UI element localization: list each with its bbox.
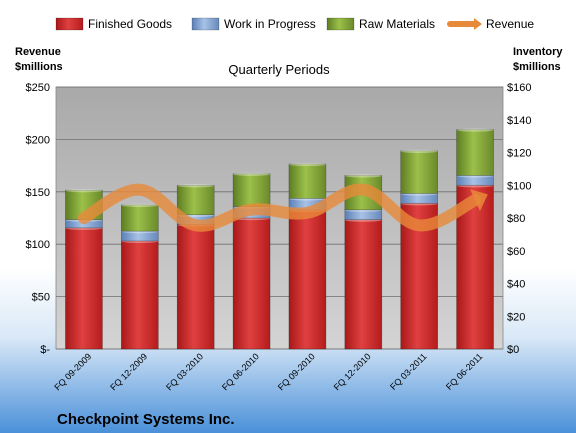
- legend-swatch-work-in-progress: [191, 17, 220, 31]
- legend: Finished Goods Work in Progress Raw Materi…: [55, 17, 534, 31]
- left-axis-title-line1: Revenue: [15, 46, 61, 58]
- right-tick-label: $80: [507, 213, 525, 225]
- bar-raw-materials: [288, 163, 327, 199]
- legend-label: Work in Progress: [224, 17, 316, 31]
- bar-finished-goods: [65, 227, 103, 350]
- left-tick-label: $50: [32, 292, 50, 304]
- right-axis-ticks: $0 $20 $40 $60 $80 $100 $120 $140 $160: [507, 82, 531, 356]
- bar-raw-materials: [232, 173, 271, 207]
- legend-swatch-finished-goods: [55, 17, 84, 31]
- bar-highlight: [177, 184, 215, 188]
- bar-highlight: [65, 189, 103, 193]
- bar-raw-materials: [456, 129, 494, 176]
- legend-label: Revenue: [486, 17, 534, 31]
- left-tick-label: $150: [26, 187, 50, 199]
- bar-highlight: [344, 174, 382, 178]
- bar-highlight: [288, 162, 326, 167]
- right-tick-label: $140: [507, 115, 531, 127]
- left-tick-label: $200: [26, 134, 50, 146]
- bar-raw-materials: [400, 150, 438, 194]
- right-tick-label: $40: [507, 279, 525, 291]
- legend-label: Finished Goods: [88, 17, 172, 31]
- right-tick-label: $160: [507, 82, 531, 94]
- revenue-line: [77, 183, 482, 232]
- right-axis-title-line2: $millions: [513, 61, 561, 73]
- bar-highlight: [233, 172, 271, 176]
- company-name: Checkpoint Systems Inc.: [57, 411, 235, 428]
- left-tick-label: $-: [40, 344, 50, 356]
- right-tick-label: $60: [507, 246, 525, 258]
- legend-arrow-revenue: [474, 18, 482, 30]
- bar-finished-goods: [176, 224, 215, 350]
- right-tick-label: $100: [507, 180, 531, 192]
- left-axis-title-line2: $millions: [15, 61, 63, 73]
- bar-highlight: [456, 128, 494, 132]
- left-axis-ticks: $- $50 $100 $150 $200 $250: [26, 82, 51, 356]
- right-axis-title-line1: Inventory: [513, 46, 563, 58]
- bar-raw-materials: [121, 204, 159, 232]
- bar-finished-goods: [121, 240, 159, 350]
- left-tick-label: $250: [26, 82, 50, 94]
- chart-title: Quarterly Periods: [228, 62, 330, 77]
- right-tick-label: $120: [507, 148, 531, 160]
- legend-label: Raw Materials: [359, 17, 435, 31]
- right-tick-label: $20: [507, 311, 525, 323]
- revenue-line-layer: [77, 183, 488, 232]
- bar-finished-goods: [288, 209, 327, 350]
- bar-work-in-progress: [121, 230, 159, 242]
- right-tick-label: $0: [507, 344, 519, 356]
- bar-finished-goods: [344, 219, 383, 350]
- bar-highlight: [400, 149, 438, 153]
- bar-raw-materials: [176, 184, 215, 216]
- bar-work-in-progress: [456, 175, 494, 186]
- bars-layer: [65, 128, 494, 350]
- revenue-arrowhead: [470, 189, 488, 212]
- bar-finished-goods: [232, 217, 271, 350]
- legend-swatch-raw-materials: [326, 17, 355, 31]
- bar-highlight: [121, 203, 159, 207]
- left-tick-label: $100: [26, 239, 50, 251]
